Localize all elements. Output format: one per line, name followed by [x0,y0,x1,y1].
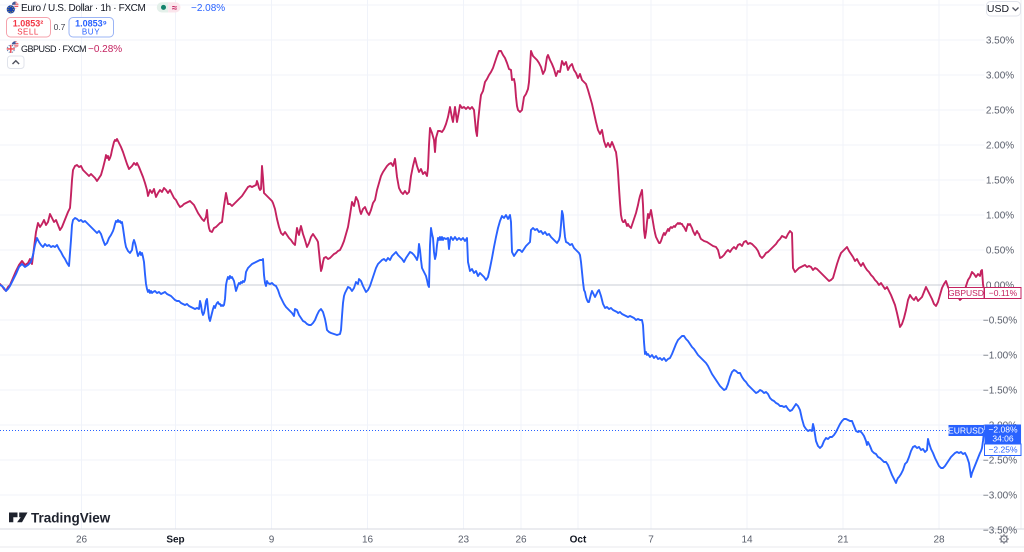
svg-text:USD: USD [987,3,1010,15]
svg-text:−2.50%: −2.50% [983,456,1017,467]
svg-text:−2.08%: −2.08% [988,425,1018,435]
svg-text:Oct: Oct [570,535,587,546]
svg-text:0.50%: 0.50% [986,246,1014,257]
svg-text:26: 26 [76,535,88,546]
svg-text:−0.11%: −0.11% [989,288,1018,298]
svg-text:16: 16 [362,535,374,546]
svg-text:Sep: Sep [166,535,184,546]
svg-text:≈: ≈ [172,3,178,14]
svg-text:28: 28 [933,535,945,546]
svg-text:1.0853⁹: 1.0853⁹ [75,19,107,29]
svg-text:−1.00%: −1.00% [983,351,1017,362]
svg-text:3.50%: 3.50% [986,36,1014,47]
svg-text:SELL: SELL [17,28,39,37]
svg-text:−0.50%: −0.50% [983,316,1017,327]
svg-text:2.00%: 2.00% [986,141,1014,152]
svg-text:0.00%: 0.00% [986,281,1014,292]
svg-text:GBPUSD: GBPUSD [948,288,984,298]
svg-text:23: 23 [458,535,470,546]
svg-text:2.50%: 2.50% [986,106,1014,117]
svg-text:−3.50%: −3.50% [983,526,1017,537]
svg-text:1.0853²: 1.0853² [13,19,44,29]
svg-text:7: 7 [648,535,654,546]
svg-text:−2.25%: −2.25% [988,445,1018,455]
svg-text:Euro / U.S. Dollar · 1h · FXCM: Euro / U.S. Dollar · 1h · FXCM [21,3,146,14]
svg-text:EURUSD: EURUSD [948,426,984,436]
svg-text:34:06: 34:06 [992,434,1014,444]
svg-text:3.00%: 3.00% [986,71,1014,82]
svg-text:−1.50%: −1.50% [983,386,1017,397]
svg-text:GBPUSD · FXCM: GBPUSD · FXCM [21,44,86,54]
svg-text:0.7: 0.7 [54,22,66,32]
svg-text:1.00%: 1.00% [986,211,1014,222]
svg-text:TradingView: TradingView [31,511,111,526]
svg-text:BUY: BUY [82,28,100,37]
svg-text:1.50%: 1.50% [986,176,1014,187]
svg-text:21: 21 [837,535,849,546]
svg-text:−0.28%: −0.28% [88,44,122,55]
svg-text:−3.00%: −3.00% [983,491,1017,502]
svg-text:−2.08%: −2.08% [191,3,225,14]
svg-text:14: 14 [741,535,753,546]
svg-text:26: 26 [515,535,527,546]
svg-text:9: 9 [269,535,275,546]
